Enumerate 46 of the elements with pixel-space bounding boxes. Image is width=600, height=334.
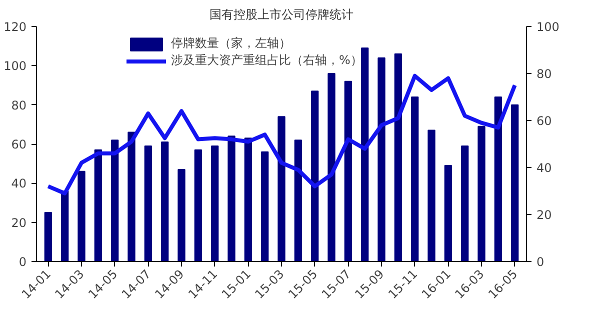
- y-tick-label: 40: [11, 176, 27, 191]
- bar: [61, 190, 69, 262]
- bar: [94, 149, 102, 262]
- bar: [228, 136, 236, 262]
- bar: [178, 168, 186, 262]
- bar: [511, 104, 519, 262]
- bar: [494, 96, 502, 262]
- y-tick-label: 20: [11, 216, 27, 230]
- y-tick-label: 120: [4, 20, 26, 34]
- bar: [428, 130, 436, 262]
- bar: [211, 145, 219, 262]
- chart-title: 国有控股上市公司停牌统计: [210, 8, 354, 22]
- bar: [244, 138, 252, 262]
- bar: [78, 170, 86, 262]
- bar: [144, 145, 152, 262]
- bar: [278, 116, 286, 262]
- bar: [361, 48, 369, 262]
- bar: [461, 145, 469, 262]
- bar: [328, 73, 336, 262]
- bar: [444, 165, 452, 262]
- bar: [344, 80, 352, 262]
- bar: [261, 151, 269, 262]
- y2-tick-label: 40: [536, 161, 552, 175]
- y2-tick-label: 80: [536, 67, 552, 81]
- line-series: [46, 74, 517, 196]
- y2-tick-label: 60: [536, 114, 552, 128]
- y-tick-label: 0: [18, 255, 27, 269]
- bar: [44, 212, 52, 262]
- y-tick-label: 100: [4, 59, 26, 74]
- y2-tick-label: 20: [536, 208, 552, 222]
- legend-label: 涉及重大资产重组占比（右轴，%）: [171, 52, 362, 69]
- bar: [128, 132, 136, 262]
- bar: [194, 149, 202, 262]
- bar: [378, 57, 386, 262]
- y2-tick-label: 100: [536, 20, 560, 34]
- bar: [294, 140, 302, 262]
- bar: [111, 140, 119, 262]
- y-tick-label: 60: [11, 138, 27, 152]
- y2-tick-label: 0: [536, 255, 544, 269]
- bar: [478, 126, 486, 262]
- bar: [311, 90, 319, 262]
- legend-label: 停牌数量（家，左轴）: [171, 35, 291, 52]
- bar: [394, 53, 402, 262]
- bar: [411, 96, 419, 262]
- y-tick-label: 80: [11, 98, 27, 112]
- bar: [161, 142, 169, 262]
